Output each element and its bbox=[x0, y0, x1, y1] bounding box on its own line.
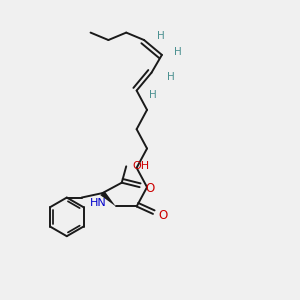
Text: O: O bbox=[159, 209, 168, 222]
Text: H: H bbox=[149, 90, 157, 100]
Text: H: H bbox=[157, 31, 164, 40]
Polygon shape bbox=[100, 191, 116, 206]
Text: OH: OH bbox=[132, 161, 149, 171]
Text: H: H bbox=[174, 47, 182, 57]
Text: O: O bbox=[146, 182, 154, 195]
Text: H: H bbox=[167, 72, 175, 82]
Text: HN: HN bbox=[90, 198, 106, 208]
